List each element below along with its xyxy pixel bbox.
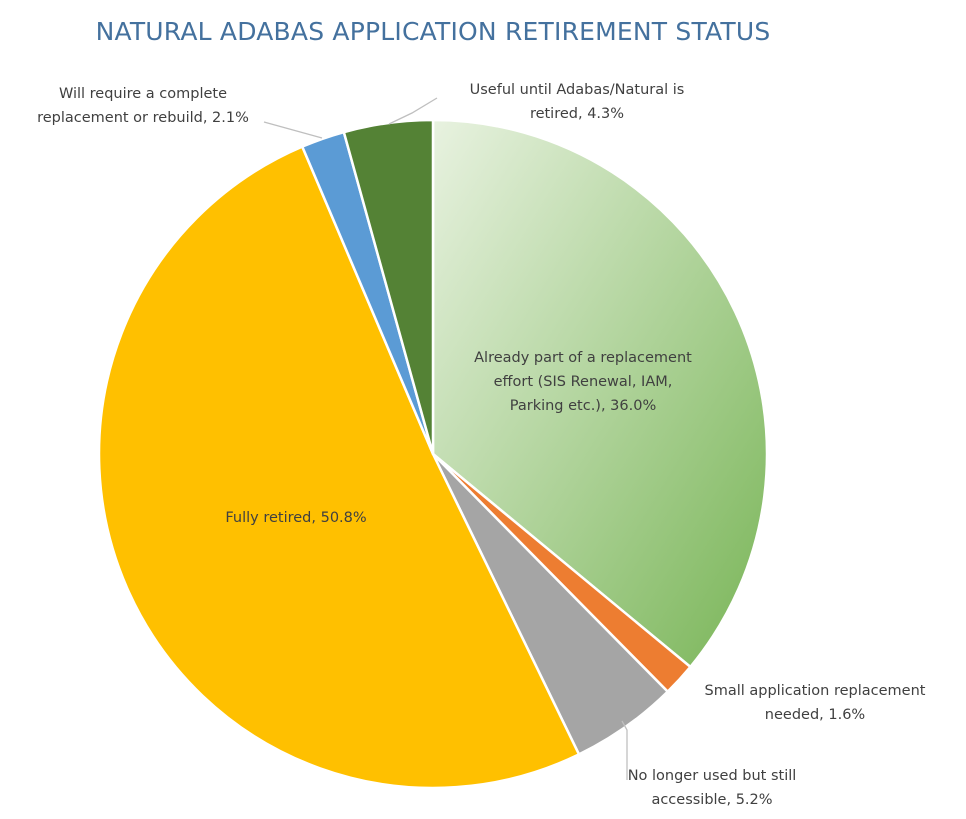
slice-label-5-line-1: retired, 4.3% (530, 106, 624, 122)
slice-label-3-line-0: Fully retired, 50.8% (225, 510, 366, 526)
leader-line-2 (621, 720, 628, 780)
pie-slices (97, 118, 769, 790)
slice-label-1-line-0: Small application replacement (705, 683, 926, 699)
slice-label-2-line-0: No longer used but still (628, 768, 797, 784)
leader-line-5 (388, 97, 438, 125)
slice-labels: Already part of a replacement effort (SIS… (37, 82, 926, 808)
slice-label-0: Already part of a replacement effort (SIS… (474, 350, 692, 414)
pie-slice-0 (431, 118, 769, 669)
slice-label-4-line-0: Will require a complete (59, 86, 227, 102)
slice-label-0-line-0: Already part of a replacement (474, 350, 692, 366)
slice-label-4-line-1: replacement or rebuild, 2.1% (37, 110, 249, 126)
slice-label-0-line-1: effort (SIS Renewal, IAM, (494, 374, 673, 390)
slice-label-5-line-0: Useful until Adabas/Natural is (470, 82, 685, 98)
chart-title: NATURAL ADABAS APPLICATION RETIREMENT ST… (96, 17, 771, 46)
pie-slice-5 (342, 118, 435, 456)
slice-label-0-line-2: Parking etc.), 36.0% (510, 398, 657, 414)
slice-label-2: No longer used but still accessible, 5.2% (628, 768, 797, 808)
slice-label-2-line-1: accessible, 5.2% (651, 792, 772, 808)
slice-label-4: Will require a complete replacement or re… (37, 86, 249, 126)
slice-label-5: Useful until Adabas/Natural is retired, 4… (470, 82, 685, 122)
slice-label-3: Fully retired, 50.8% (225, 510, 366, 526)
pie-slice-3 (97, 145, 581, 790)
slice-label-1-line-1: needed, 1.6% (765, 707, 865, 723)
slice-label-1: Small application replacement needed, 1.6… (705, 683, 926, 723)
leader-line-4 (263, 121, 323, 139)
leader-lines (263, 97, 628, 780)
